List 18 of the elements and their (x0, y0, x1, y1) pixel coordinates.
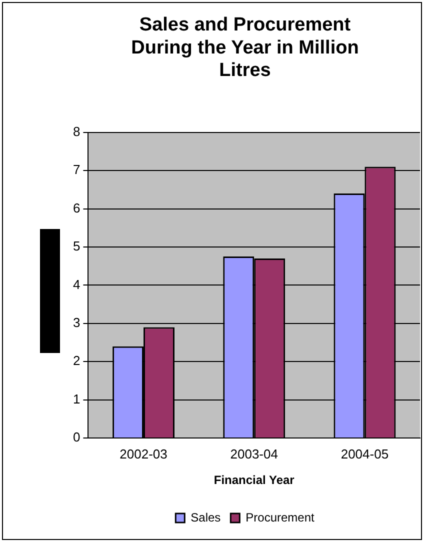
legend-label: Sales (190, 510, 221, 524)
text: Litres (219, 60, 271, 82)
x-tick-label: 2003-04 (230, 446, 278, 462)
y-tick-label: 1 (72, 391, 80, 406)
y-tick-label: 5 (72, 238, 80, 254)
y-tick-label: 0 (72, 430, 80, 445)
y-tick-label: 7 (72, 162, 80, 178)
text: During the Year in Million (131, 37, 359, 58)
y-tick-label: 2 (72, 353, 80, 368)
y-tick-label: 4 (72, 276, 80, 292)
x-tick-label: 2002-03 (120, 446, 168, 462)
text: Sales and Procurement (139, 14, 351, 36)
y-tick-label: 8 (72, 124, 80, 139)
legend-label: Procurement (246, 510, 316, 524)
x-axis-title: Financial Year (214, 473, 295, 488)
x-tick-label: 2004-05 (340, 446, 389, 462)
y-tick-label: 3 (72, 314, 80, 330)
y-tick-label: 6 (72, 200, 80, 216)
